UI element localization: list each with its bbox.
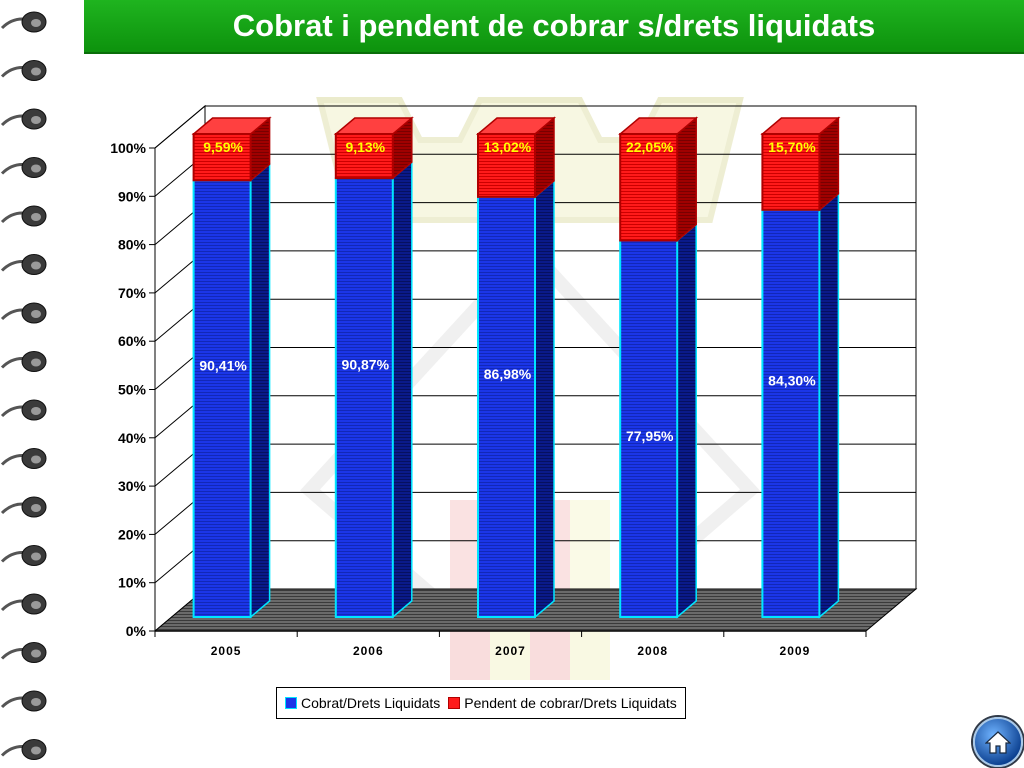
binding-hole: [31, 213, 41, 221]
y-tick-label: 40%: [118, 430, 147, 446]
gridline-diagonal: [154, 105, 206, 149]
data-label-cobrat: 86,98%: [484, 366, 532, 382]
bar-side: [818, 192, 840, 619]
page-title: Cobrat i pendent de cobrar s/drets liqui…: [232, 8, 876, 43]
data-label-pendent: 13,02%: [484, 139, 532, 155]
x-tick-label: 2007: [495, 644, 526, 658]
bar-segment-pendent: [191, 116, 272, 182]
bar-side: [676, 116, 697, 243]
bar-front: [334, 177, 394, 618]
data-label-pendent: 9,13%: [345, 139, 385, 155]
bar-segment-pendent: [475, 116, 557, 199]
bar-side: [392, 160, 413, 619]
data-label-pendent: 22,05%: [626, 139, 674, 155]
data-label-pendent: 15,70%: [768, 139, 816, 155]
bar-segment-cobrat: [192, 162, 271, 619]
home-icon: [985, 731, 1011, 754]
legend-label-pendent: Pendent de cobrar/Drets Liquidats: [464, 695, 677, 711]
bar-side: [676, 222, 697, 619]
binding-hole: [31, 310, 41, 318]
y-tick-label: 100%: [110, 140, 146, 156]
bar-front: [761, 133, 821, 211]
binding-hole: [31, 407, 41, 415]
binding-hole: [31, 552, 41, 561]
data-label-cobrat: 90,87%: [342, 357, 390, 373]
binding-hole: [31, 504, 41, 512]
y-tick-label: 80%: [118, 237, 147, 253]
y-tick-label: 0%: [126, 623, 147, 639]
binding-hole: [31, 649, 41, 658]
bar-segment-cobrat: [477, 179, 555, 619]
data-label-pendent: 9,59%: [203, 139, 243, 155]
y-tick-label: 60%: [118, 333, 147, 349]
home-button[interactable]: [973, 717, 1023, 767]
data-label-cobrat: 84,30%: [768, 372, 816, 388]
bar-front: [477, 133, 536, 198]
bar-front: [619, 239, 679, 618]
chart-legend: Cobrat/Drets Liquidats Pendent de cobrar…: [276, 687, 686, 719]
legend-swatch-cobrat: [285, 697, 297, 709]
title-bar: Cobrat i pendent de cobrar s/drets liqui…: [84, 0, 1024, 54]
y-tick-label: 20%: [118, 526, 147, 542]
bar-front: [477, 195, 536, 618]
binding-hole: [31, 164, 41, 173]
bar-segment-pendent: [760, 116, 841, 212]
bar-front: [192, 179, 252, 618]
x-tick-label: 2008: [637, 644, 668, 658]
binding-hole: [31, 116, 41, 124]
binding-hole: [31, 261, 41, 270]
x-tick-label: 2005: [211, 644, 242, 658]
binding-hole: [31, 455, 41, 464]
spiral-binding: [0, 11, 47, 760]
bar-segment-cobrat: [334, 160, 413, 619]
legend-label-cobrat: Cobrat/Drets Liquidats: [301, 695, 441, 711]
bar-segment-pendent: [618, 116, 699, 243]
binding-hole: [31, 67, 41, 76]
binding-hole: [31, 19, 41, 27]
data-label-cobrat: 90,41%: [199, 358, 247, 374]
y-tick-label: 70%: [118, 285, 147, 301]
data-label-cobrat: 77,95%: [626, 428, 674, 444]
bar-front: [192, 133, 252, 182]
binding-hole: [31, 358, 41, 367]
bar-segment-cobrat: [619, 222, 697, 619]
x-tick-label: 2009: [780, 644, 811, 658]
y-tick-label: 50%: [118, 382, 147, 398]
legend-entry-cobrat: Cobrat/Drets Liquidats: [285, 695, 440, 711]
binding-hole: [31, 746, 41, 755]
legend-swatch-pendent: [448, 697, 461, 709]
bar-front: [334, 133, 394, 180]
bar-side: [534, 179, 555, 619]
bar-front: [761, 208, 821, 618]
bar-segment-cobrat: [761, 192, 840, 619]
y-tick-label: 90%: [118, 188, 147, 204]
bar-segment-pendent: [333, 116, 414, 180]
x-tick-label: 2006: [353, 644, 384, 658]
binding-hole: [31, 698, 41, 706]
bar-side: [249, 162, 271, 619]
bar-front: [619, 133, 679, 242]
legend-entry-pendent: Pendent de cobrar/Drets Liquidats: [448, 695, 677, 711]
binding-hole: [31, 601, 41, 609]
y-tick-label: 10%: [118, 575, 147, 591]
y-tick-label: 30%: [118, 478, 147, 494]
